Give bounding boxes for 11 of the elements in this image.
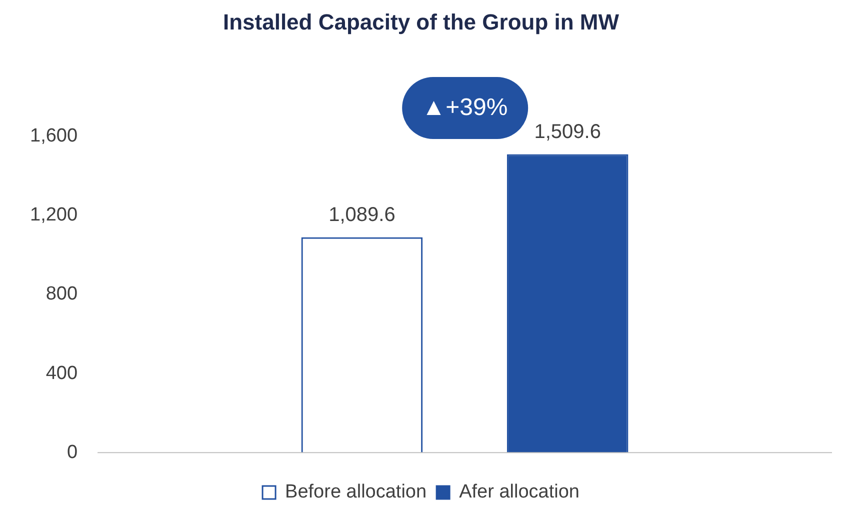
legend-label: Before allocation	[285, 482, 427, 503]
legend-label: Afer allocation	[459, 482, 580, 503]
data-label: 1,509.6	[534, 120, 601, 143]
badge-shape: ▲+39%	[402, 77, 528, 140]
data-label: 1,089.6	[328, 204, 396, 226]
y-tick-label: 0	[66, 442, 78, 463]
y-tick-label: 800	[46, 284, 78, 305]
y-tick-label: 1,200	[30, 204, 78, 226]
chart-title: Installed Capacity of the Group in MW	[222, 9, 620, 34]
y-tick-label: 400	[46, 362, 78, 384]
y-tick-label: 1,600	[30, 126, 78, 147]
